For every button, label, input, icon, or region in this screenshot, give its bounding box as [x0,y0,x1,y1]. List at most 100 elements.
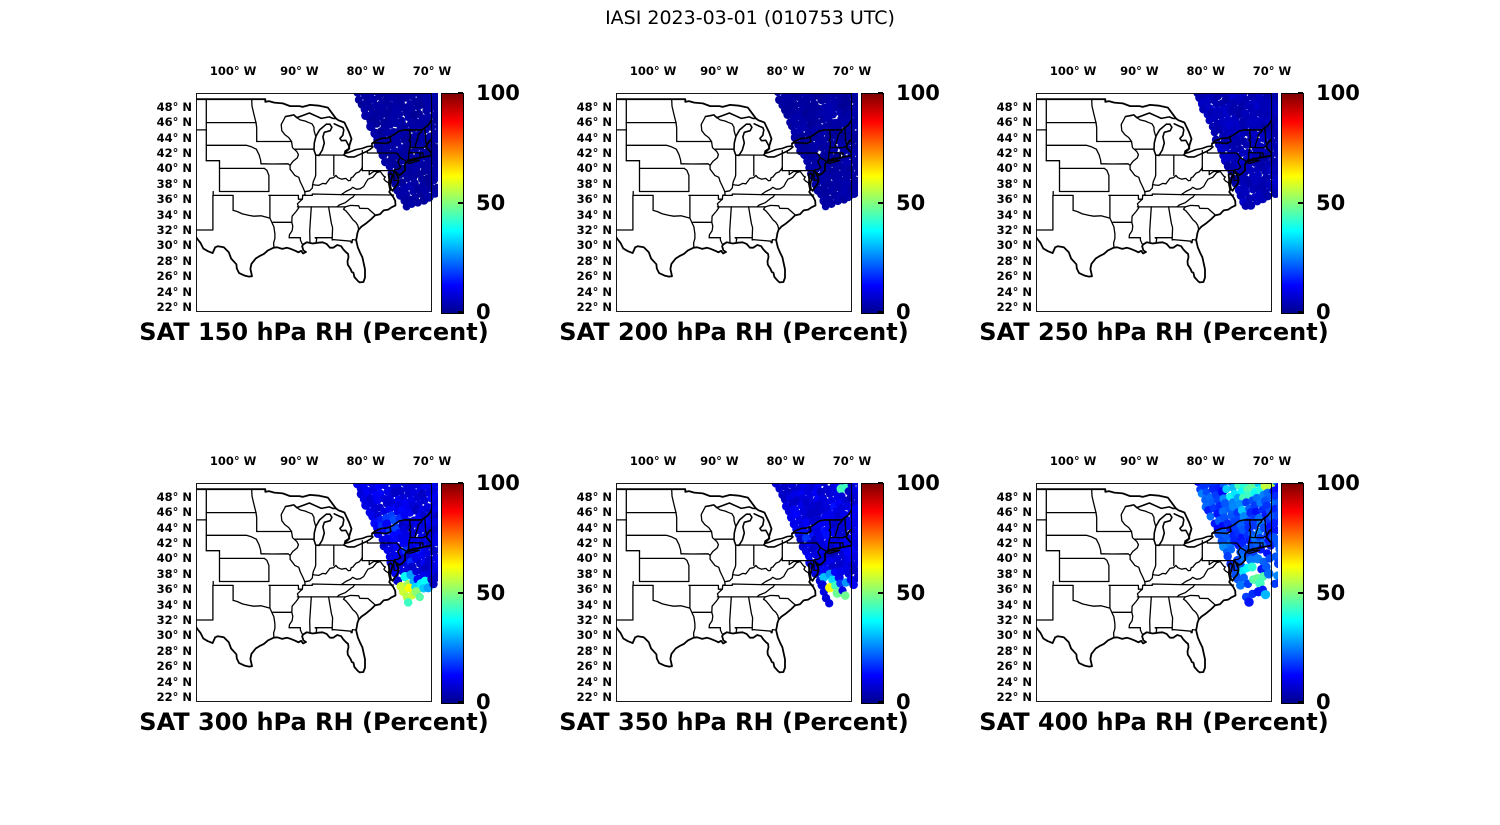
lon-tick-label: 70° W [1252,454,1292,468]
lat-tick-label: 38° N [576,176,612,191]
lon-tick-label: 70° W [412,454,452,468]
figure-title: IASI 2023-03-01 (010753 UTC) [605,7,895,29]
colorbar-tick-label: 0 [476,300,491,324]
lat-tick-label: 24° N [576,674,612,689]
lon-tick-label: 100° W [629,454,677,468]
lat-tick-label: 36° N [576,192,612,207]
lat-tick-label: 28° N [156,253,192,268]
map-borders [616,98,852,284]
colorbar-tick-label: 0 [1316,690,1331,714]
lat-tick-label: 26° N [576,269,612,284]
lat-tick-label: 28° N [996,643,1032,658]
lat-tick-label: 40° N [576,161,612,176]
map-borders [1036,98,1272,284]
lat-tick-label: 48° N [576,99,612,114]
lat-tick-label: 24° N [576,284,612,299]
panel-sat-200-hpa: 100° W 90° W 80° W 70° W 48° N 46° N 44° N 42°… [556,55,976,367]
lon-tick-label: 100° W [209,454,257,468]
lon-tick-label: 70° W [412,64,452,78]
lat-tick-label: 34° N [996,597,1032,612]
lat-tick-label: 30° N [576,238,612,253]
lat-tick-label: 32° N [996,613,1032,628]
colorbar-tick-mark [458,482,463,484]
colorbar-tick-label: 50 [476,190,506,215]
lon-tick-label: 90° W [1120,454,1159,468]
lat-tick-label: 34° N [996,207,1032,222]
lat-tick-label: 32° N [576,223,612,238]
colorbar-tick-label: 50 [476,580,506,605]
map-frame [616,93,852,312]
colorbar-tick-label: 50 [896,580,926,605]
lat-tick-label: 44° N [996,130,1032,145]
lat-tick-label: 22° N [996,299,1032,314]
lon-tick-label: 100° W [629,64,677,78]
colorbar-tick-mark [458,92,463,94]
lat-tick-label: 38° N [576,566,612,581]
lat-tick-label: 44° N [576,130,612,145]
colorbar-tick-mark [458,701,463,703]
colorbar-tick-mark [458,591,463,594]
lat-tick-label: 48° N [996,99,1032,114]
lat-tick-label: 40° N [156,161,192,176]
lat-tick-label: 46° N [576,505,612,520]
lon-tick-label: 70° W [832,64,872,78]
colorbar-tick-mark [878,701,883,703]
lat-tick-label: 30° N [996,238,1032,253]
map-frame [1036,483,1272,702]
colorbar [441,483,464,704]
map-frame [196,483,432,702]
colorbar [1281,483,1304,704]
colorbar-tick-label: 100 [1316,471,1360,495]
satellite-swath [1193,483,1278,607]
colorbar-tick-mark [878,591,883,594]
colorbar-tick-mark [1298,92,1303,94]
lat-tick-label: 22° N [576,299,612,314]
lat-tick-label: 42° N [156,536,192,551]
colorbar-tick-mark [878,311,883,313]
lat-tick-label: 42° N [156,146,192,161]
lat-tick-label: 28° N [576,253,612,268]
colorbar-tick-label: 50 [1316,190,1346,215]
colorbar-tick-mark [878,92,883,94]
lat-tick-label: 42° N [996,146,1032,161]
lat-tick-label: 44° N [996,520,1032,535]
lat-tick-label: 34° N [156,597,192,612]
lat-tick-label: 26° N [576,659,612,674]
lat-tick-label: 22° N [576,689,612,704]
lat-tick-label: 36° N [996,582,1032,597]
lat-tick-label: 24° N [996,674,1032,689]
lon-tick-label: 90° W [700,64,739,78]
lat-tick-label: 48° N [156,99,192,114]
colorbar-tick-label: 50 [896,190,926,215]
lon-tick-label: 80° W [346,454,385,468]
lat-tick-label: 42° N [576,536,612,551]
lat-tick-label: 36° N [156,192,192,207]
panel-sat-150-hpa: 100° W 90° W 80° W 70° W 48° N 46° N 44° N 42°… [136,55,556,367]
lon-tick-label: 90° W [700,454,739,468]
colorbar-tick-label: 100 [896,81,940,105]
lon-tick-label: 70° W [832,454,872,468]
lat-tick-label: 42° N [996,536,1032,551]
lat-tick-label: 48° N [576,489,612,504]
map-frame [1036,93,1272,312]
lat-tick-label: 34° N [576,597,612,612]
map-borders [1036,488,1272,674]
lat-tick-label: 26° N [156,659,192,674]
lon-tick-label: 70° W [1252,64,1292,78]
lat-tick-label: 24° N [156,284,192,299]
panel-title: SAT 350 hPa RH (Percent) [559,708,909,736]
lat-tick-label: 48° N [156,489,192,504]
colorbar-tick-mark [458,311,463,313]
panel-sat-350-hpa: 100° W 90° W 80° W 70° W 48° N 46° N 44° N 42°… [556,445,976,757]
lat-tick-label: 26° N [156,269,192,284]
lat-tick-label: 44° N [576,520,612,535]
lon-tick-label: 90° W [280,64,319,78]
colorbar-tick-label: 100 [1316,81,1360,105]
lat-tick-label: 34° N [576,207,612,222]
lat-tick-label: 28° N [156,643,192,658]
lon-tick-label: 80° W [1186,454,1225,468]
colorbar-tick-label: 0 [1316,300,1331,324]
lat-tick-label: 30° N [156,628,192,643]
panel-title: SAT 250 hPa RH (Percent) [979,318,1329,346]
lat-tick-label: 36° N [156,582,192,597]
